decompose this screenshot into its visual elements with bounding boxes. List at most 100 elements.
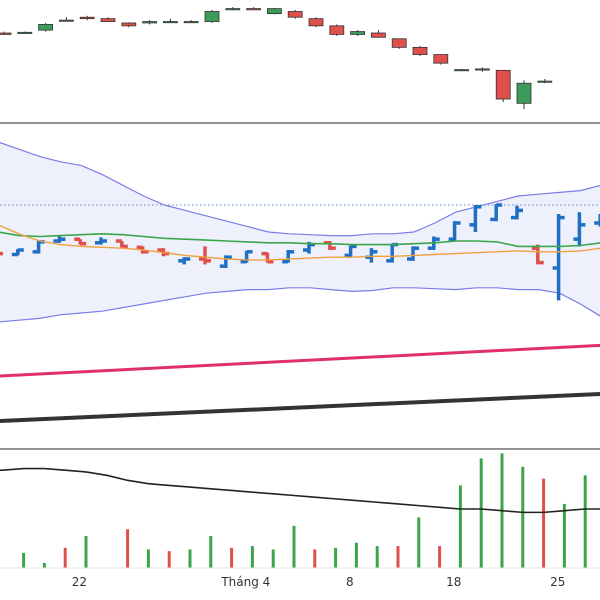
ohlc-bar bbox=[261, 251, 274, 264]
volume-bar bbox=[458, 485, 462, 568]
ohlc-bar bbox=[11, 248, 24, 257]
ohlc-bar bbox=[573, 212, 586, 247]
ohlc-bar bbox=[53, 236, 66, 243]
ohlc-bar bbox=[594, 214, 600, 227]
volume-bar bbox=[230, 547, 234, 568]
candle bbox=[370, 30, 386, 38]
volume-bar bbox=[521, 466, 525, 568]
x-tick-label: Tháng 4 bbox=[220, 575, 270, 589]
candle bbox=[537, 78, 553, 84]
indicator-pane bbox=[0, 142, 600, 423]
candle bbox=[454, 68, 470, 72]
volume-bar bbox=[313, 549, 317, 568]
volume-bar bbox=[542, 478, 546, 568]
volume-bar bbox=[84, 535, 88, 568]
candle-body bbox=[79, 16, 95, 20]
moving-average-pink bbox=[0, 343, 600, 378]
volume-bar bbox=[479, 458, 483, 568]
volume-bar bbox=[292, 525, 296, 568]
candle bbox=[266, 7, 282, 15]
candle bbox=[17, 31, 33, 34]
ohlc-bar bbox=[240, 250, 253, 264]
candle bbox=[79, 15, 95, 21]
candle-body bbox=[350, 31, 366, 35]
candle bbox=[412, 45, 428, 56]
volume-bar bbox=[42, 562, 46, 568]
candle bbox=[287, 10, 303, 19]
candle-body bbox=[266, 8, 282, 15]
candle-body bbox=[329, 25, 345, 35]
volume-average-line bbox=[0, 467, 600, 514]
candle-body bbox=[537, 80, 553, 83]
candle bbox=[183, 20, 199, 24]
candle-body bbox=[142, 21, 158, 24]
candle-body bbox=[38, 23, 53, 31]
volume-bar bbox=[167, 551, 171, 568]
volume-bar bbox=[188, 549, 192, 568]
volume-bar bbox=[396, 546, 400, 568]
volume-bar bbox=[334, 547, 338, 568]
volume-bar bbox=[271, 549, 275, 568]
volume-bar bbox=[354, 542, 358, 568]
volume-bar bbox=[250, 546, 254, 568]
price-pane bbox=[0, 7, 553, 110]
candle bbox=[329, 24, 345, 36]
ohlc-bar bbox=[531, 244, 544, 265]
x-tick-label: 18 bbox=[446, 575, 461, 589]
ohlc-bar bbox=[469, 205, 482, 232]
candle-body bbox=[204, 11, 220, 22]
candle-body bbox=[516, 82, 532, 104]
candle-body bbox=[225, 8, 241, 11]
ohlc-bar bbox=[95, 237, 107, 245]
bollinger-lower-line bbox=[0, 287, 600, 323]
candle bbox=[308, 17, 324, 28]
candle-body bbox=[308, 18, 324, 27]
ohlc-bar bbox=[199, 246, 211, 265]
volume-bar bbox=[583, 475, 587, 568]
volume-bar bbox=[438, 546, 442, 568]
candle bbox=[246, 7, 262, 11]
candle-body bbox=[412, 46, 428, 55]
candle bbox=[495, 69, 511, 102]
candle-body bbox=[17, 31, 33, 34]
ohlc-bar bbox=[219, 255, 232, 268]
candle bbox=[204, 10, 220, 23]
candle-body bbox=[433, 54, 449, 64]
candle bbox=[38, 22, 53, 32]
volume-bar bbox=[417, 517, 421, 568]
candle bbox=[0, 31, 12, 35]
ohlc-bar bbox=[407, 246, 419, 261]
candle-body bbox=[0, 32, 12, 35]
candle-body bbox=[162, 21, 178, 24]
candle-body bbox=[246, 8, 262, 11]
candle-body bbox=[287, 11, 303, 18]
candle bbox=[391, 38, 407, 49]
candle-body bbox=[100, 18, 116, 22]
volume-pane bbox=[0, 453, 600, 568]
ohlc-bar bbox=[323, 241, 336, 250]
ohlc-bar bbox=[0, 251, 3, 256]
candle-body bbox=[454, 69, 470, 72]
candle bbox=[142, 20, 158, 25]
bollinger-middle-line bbox=[0, 231, 600, 248]
x-tick-label: 25 bbox=[550, 575, 565, 589]
candle-body bbox=[183, 21, 199, 24]
bollinger-fill bbox=[0, 142, 600, 322]
candle bbox=[225, 7, 241, 11]
volume-bar bbox=[126, 529, 130, 568]
candle bbox=[59, 17, 74, 22]
x-tick-label: 22 bbox=[72, 575, 87, 589]
ohlc-bar bbox=[178, 257, 191, 265]
x-axis: 22 Tháng 4 8 18 25 bbox=[0, 567, 600, 589]
volume-bar bbox=[22, 552, 26, 568]
ohlc-bar bbox=[511, 205, 523, 220]
candle-body bbox=[121, 22, 137, 27]
ohlc-bar bbox=[344, 244, 357, 258]
candle-body bbox=[495, 69, 511, 100]
volume-bar bbox=[562, 503, 566, 568]
candle bbox=[433, 54, 449, 65]
candle bbox=[162, 18, 178, 24]
volume-bar bbox=[63, 547, 67, 568]
